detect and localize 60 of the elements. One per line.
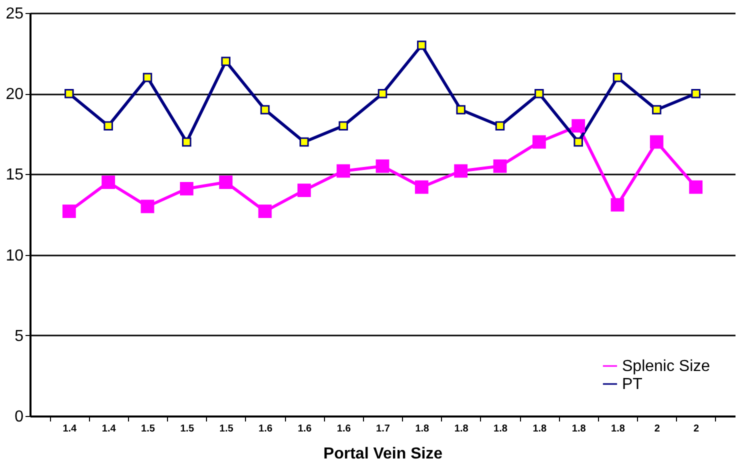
point [104, 121, 113, 130]
point [691, 88, 700, 98]
point [612, 72, 622, 82]
point [652, 105, 662, 114]
y-tick-label: 10 [6, 247, 24, 264]
x-tick-label: 2 [694, 424, 700, 434]
x-tick-label: 1.8 [572, 424, 586, 434]
point [610, 198, 624, 212]
point [493, 159, 507, 173]
y-tick-label: 5 [14, 328, 24, 345]
point [417, 40, 426, 50]
y-tick-label: 20 [6, 86, 24, 104]
point [534, 88, 544, 98]
x-tick-label: 1.8 [454, 424, 469, 434]
legend-label: PT [622, 376, 643, 393]
x-tick-label: 1.5 [219, 424, 234, 434]
point [336, 164, 350, 178]
y-tick-label: 25 [6, 6, 24, 22]
x-tick-label: 1.8 [532, 424, 548, 434]
point [219, 176, 233, 189]
x-tick-label: 1.4 [102, 424, 116, 434]
point [454, 164, 468, 178]
point [221, 56, 230, 66]
x-tick-label: 2 [654, 424, 660, 434]
y-tick-label: 0 [14, 408, 24, 426]
point [64, 88, 74, 98]
point [338, 121, 348, 130]
point [574, 137, 583, 147]
point [456, 105, 466, 114]
point [572, 119, 586, 133]
point [62, 204, 76, 218]
x-tick-label: 1.5 [141, 424, 156, 434]
x-tick-label: 1.8 [611, 424, 626, 434]
x-tick-label: 1.5 [180, 424, 195, 434]
point [376, 159, 390, 173]
point [495, 121, 505, 130]
point [300, 137, 309, 147]
point [140, 200, 154, 214]
x-tick-label: 1.7 [376, 424, 390, 434]
point [180, 182, 194, 196]
x-tick-label: 1.6 [336, 424, 352, 434]
x-axis-title: Portal Vein Size [323, 446, 443, 462]
x-tick-label: 1.4 [62, 424, 78, 434]
point [650, 135, 664, 149]
x-tick-label: 1.6 [298, 424, 312, 434]
point [689, 180, 703, 194]
point [378, 88, 388, 98]
x-tick-label: 1.8 [494, 424, 508, 434]
point [260, 105, 270, 114]
x-tick-label: 1.8 [415, 424, 430, 434]
point [297, 184, 311, 198]
point [142, 72, 152, 82]
point [532, 135, 546, 149]
point [182, 137, 192, 147]
y-tick-label: 15 [6, 166, 24, 184]
legend-label: Splenic Size [622, 358, 710, 375]
point [102, 176, 116, 189]
point [258, 204, 272, 218]
point [414, 180, 428, 194]
x-tick-label: 1.6 [258, 424, 273, 434]
